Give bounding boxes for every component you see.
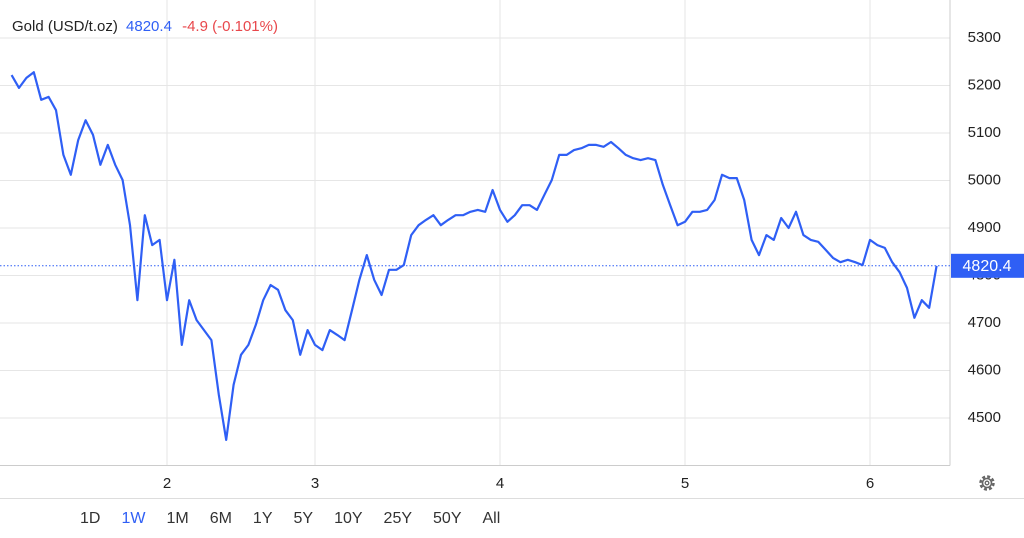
plot (0, 0, 951, 466)
y-tick-label: 4700 (968, 314, 1001, 331)
range-button[interactable]: 25Y (383, 509, 413, 527)
range-button[interactable]: 1D (80, 509, 101, 527)
gear-ring (981, 477, 993, 489)
y-tick-label: 5200 (968, 76, 1001, 93)
price-line (10, 71, 938, 441)
range-button[interactable]: 1W (121, 509, 146, 527)
price-change: -4.9 (-0.101%) (182, 18, 278, 35)
last-price: 4820.4 (126, 18, 172, 35)
range-button[interactable]: 10Y (334, 509, 363, 527)
range-button[interactable]: 1Y (252, 509, 273, 527)
title: Gold (USD/t.oz) (12, 18, 118, 35)
last-price-label: 4820.4 (963, 258, 1012, 275)
last-price-badge (951, 253, 1024, 278)
x-tick-label: 2 (163, 475, 171, 492)
x-tick-label: 3 (311, 475, 319, 492)
y-tick-label: 4600 (968, 361, 1001, 378)
chart-title: Gold (USD/t.oz) 4820.4 -4.9 (-0.101%) (12, 18, 278, 35)
range-button[interactable]: All (482, 509, 501, 527)
x-tick-label: 4 (496, 475, 504, 492)
y-tick-label: 4500 (968, 409, 1001, 426)
range-button[interactable]: 6M (209, 509, 232, 527)
y-tick-label: 4900 (968, 219, 1001, 236)
settings-icon[interactable] (979, 475, 995, 491)
range-button[interactable]: 5Y (293, 509, 314, 527)
y-tick-label: 5100 (968, 124, 1001, 141)
chart: Gold (USD/t.oz) 4820.4 -4.9 (-0.101%) 45… (0, 0, 1024, 492)
y-tick-label: 5300 (968, 29, 1001, 46)
gear-hub (984, 480, 990, 486)
range-button[interactable]: 1M (166, 509, 189, 527)
range-bar: 1D 1W 1M 6M 1Y 5Y 10Y 25Y 50Y All (0, 498, 1024, 538)
y-tick-label: 5000 (968, 171, 1001, 188)
gear-teeth (979, 475, 995, 491)
range-button[interactable]: 50Y (433, 509, 462, 527)
x-tick-label: 6 (866, 475, 874, 492)
x-tick-label: 5 (681, 475, 689, 492)
